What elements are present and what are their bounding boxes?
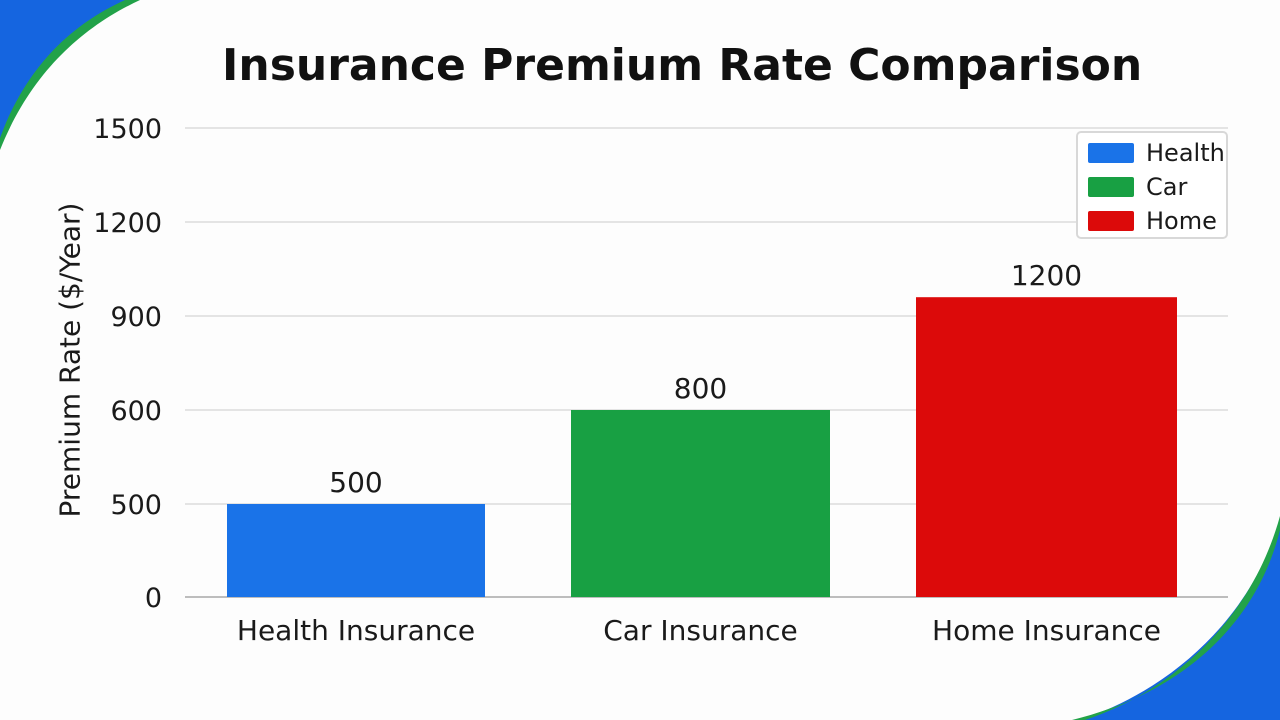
chart-legend: Health Car Home (1076, 131, 1228, 239)
legend-swatch-car (1088, 177, 1134, 197)
y-tick-label: 0 (145, 583, 162, 614)
bar-health-insurance (227, 504, 485, 597)
legend-item-health: Health (1088, 139, 1225, 167)
legend-swatch-home (1088, 211, 1134, 231)
top-left-blue-swoosh (0, 0, 130, 140)
x-category-label: Health Insurance (237, 614, 475, 647)
bottom-right-blue-swoosh (1080, 520, 1280, 720)
bar-car-insurance (571, 410, 830, 597)
bar-value-label: 1200 (1011, 259, 1082, 292)
y-tick-label: 600 (110, 396, 162, 427)
x-category-label: Car Insurance (603, 614, 798, 647)
legend-label-car: Car (1146, 173, 1188, 201)
legend-item-home: Home (1088, 207, 1217, 235)
legend-label-health: Health (1146, 139, 1225, 167)
bar-home-insurance (916, 297, 1177, 597)
y-tick-label: 500 (110, 490, 162, 521)
legend-item-car: Car (1088, 173, 1188, 201)
bar-value-label: 500 (329, 466, 382, 499)
y-tick-label: 1200 (93, 208, 162, 239)
bar-value-label: 800 (674, 372, 727, 405)
chart-title: Insurance Premium Rate Comparison (222, 40, 1143, 91)
y-tick-label: 1500 (93, 114, 162, 145)
y-tick-label: 900 (110, 302, 162, 333)
legend-swatch-health (1088, 143, 1134, 163)
x-category-label: Home Insurance (932, 614, 1161, 647)
legend-label-home: Home (1146, 207, 1217, 235)
